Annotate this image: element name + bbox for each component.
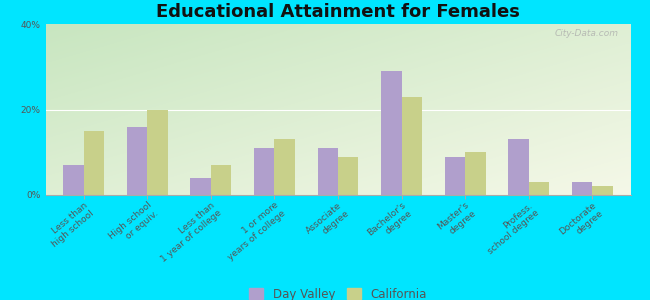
Bar bbox=[63, 165, 84, 195]
Bar bbox=[211, 165, 231, 195]
Bar bbox=[572, 182, 592, 195]
Text: City-Data.com: City-Data.com bbox=[555, 29, 619, 38]
Bar bbox=[592, 186, 613, 195]
Bar bbox=[338, 157, 358, 195]
Bar bbox=[254, 148, 274, 195]
Bar bbox=[465, 152, 486, 195]
Bar bbox=[382, 71, 402, 195]
Legend: Day Valley, California: Day Valley, California bbox=[244, 283, 432, 300]
Bar bbox=[84, 131, 104, 195]
Bar bbox=[190, 178, 211, 195]
Title: Educational Attainment for Females: Educational Attainment for Females bbox=[156, 3, 520, 21]
Bar bbox=[318, 148, 338, 195]
Bar bbox=[402, 97, 422, 195]
Bar bbox=[127, 127, 148, 195]
Bar bbox=[148, 110, 168, 195]
Bar bbox=[274, 140, 294, 195]
Bar bbox=[508, 140, 528, 195]
Bar bbox=[528, 182, 549, 195]
Bar bbox=[445, 157, 465, 195]
